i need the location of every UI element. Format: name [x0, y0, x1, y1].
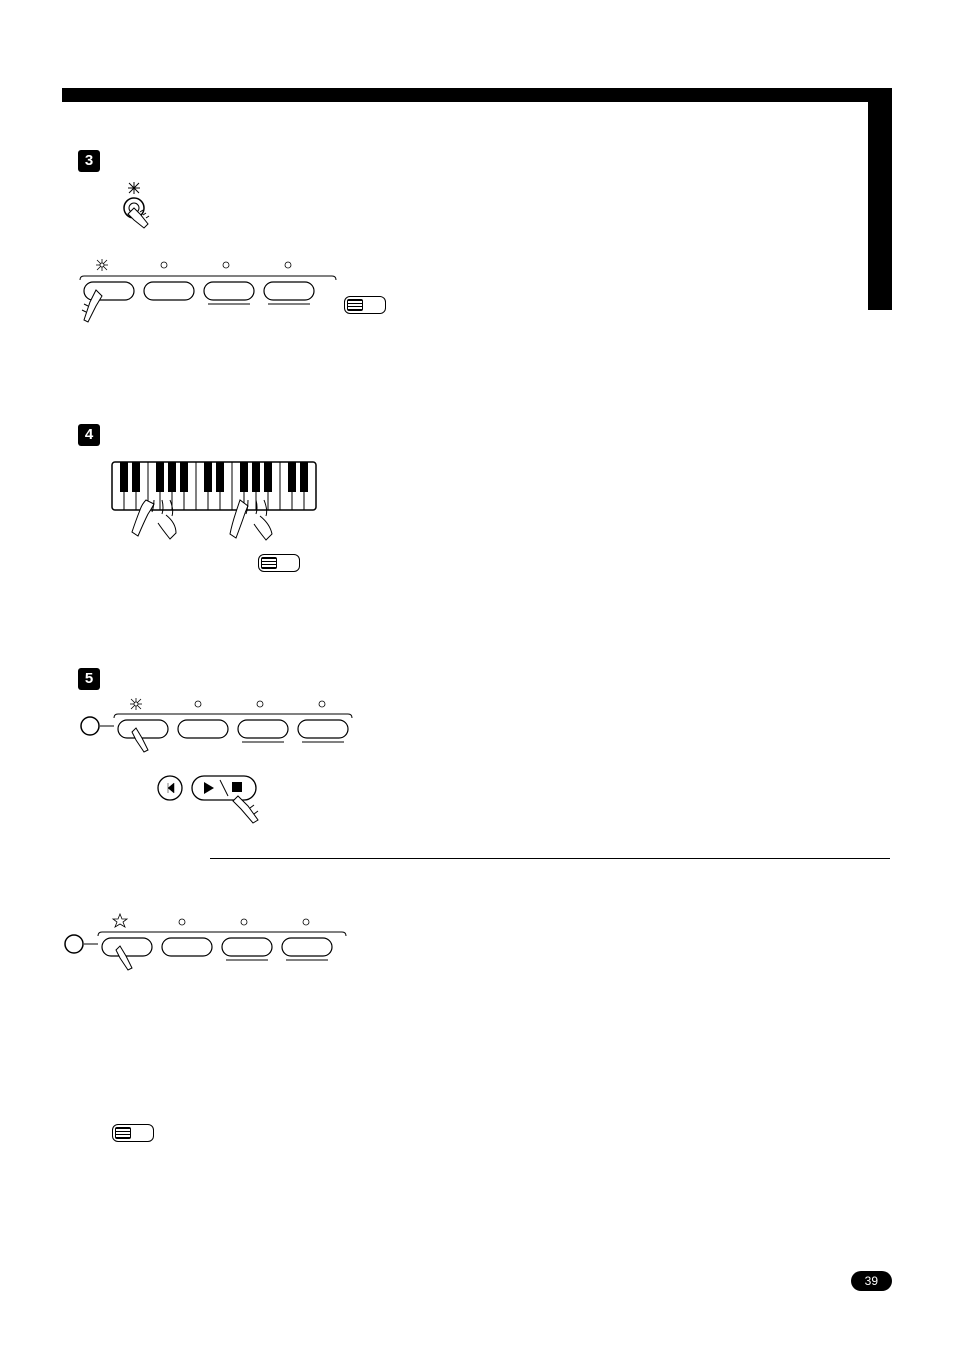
- button-row-lower: [62, 912, 352, 974]
- lcd-icon: [261, 557, 277, 569]
- lcd-icon: [347, 299, 363, 311]
- round-button-diagram: [112, 182, 172, 240]
- transport-diagram: [152, 772, 302, 832]
- lcd-indicator-3: [344, 296, 386, 316]
- button-row-step3: [78, 256, 338, 336]
- lcd-icon: [115, 1127, 131, 1139]
- step-5: 5: [78, 668, 100, 690]
- step-4: 4: [78, 424, 100, 446]
- keyboard-diagram: [110, 460, 320, 550]
- step-3: 3: [78, 150, 100, 172]
- step-badge-5: 5: [78, 668, 100, 690]
- step-badge-3: 3: [78, 150, 100, 172]
- button-row-step5: [78, 696, 358, 756]
- page-number: 39: [851, 1271, 892, 1291]
- header-rule: [62, 88, 892, 102]
- side-tab: [868, 100, 892, 310]
- divider: [210, 858, 890, 859]
- lcd-indicator-bottom: [112, 1124, 154, 1144]
- step-badge-4: 4: [78, 424, 100, 446]
- lcd-indicator-4: [258, 554, 300, 574]
